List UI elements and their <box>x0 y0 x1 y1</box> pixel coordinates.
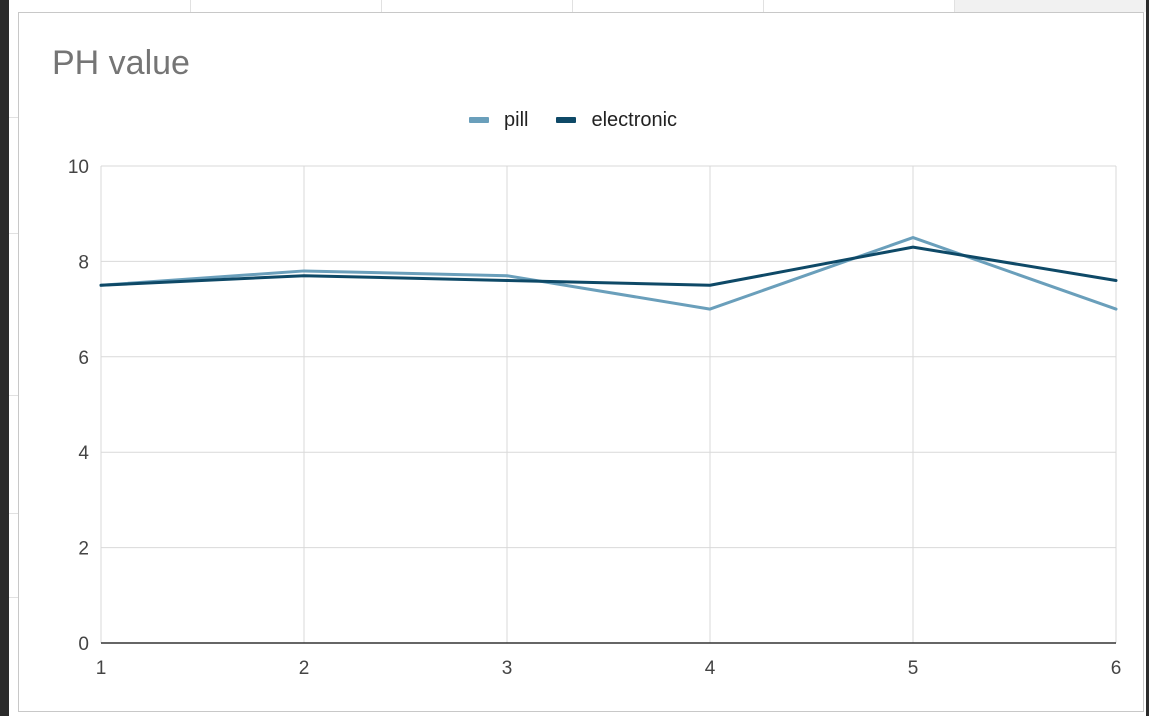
chart-title: PH value <box>52 44 190 82</box>
spreadsheet-row-divider <box>9 597 19 598</box>
x-tick-label: 4 <box>705 658 716 679</box>
spreadsheet-row-divider <box>9 233 19 234</box>
spreadsheet-row-divider <box>9 117 19 118</box>
series-line-electronic[interactable] <box>99 245 1118 287</box>
spreadsheet-selected-cell[interactable] <box>955 0 1146 12</box>
legend-label-electronic: electronic <box>591 108 678 131</box>
legend-swatch-pill <box>469 117 489 123</box>
y-tick-label: 0 <box>78 634 89 655</box>
x-tick-label: 3 <box>502 658 513 679</box>
y-axis-tick-labels: 0 2 4 6 8 10 <box>68 157 90 655</box>
y-tick-label: 4 <box>78 443 89 464</box>
spreadsheet-column-divider <box>572 0 573 12</box>
x-tick-label: 1 <box>96 658 107 679</box>
x-tick-label: 6 <box>1111 658 1122 679</box>
series-line-pill[interactable] <box>99 236 1118 311</box>
spreadsheet-column-divider <box>381 0 382 12</box>
vertical-gridlines <box>100 166 1117 643</box>
y-tick-label: 6 <box>78 348 89 369</box>
legend-item-electronic[interactable]: electronic <box>556 109 677 132</box>
chart-legend: pill electronic <box>469 108 705 132</box>
spreadsheet-row-divider <box>9 513 19 514</box>
data-series <box>99 236 1118 311</box>
y-tick-label: 10 <box>68 157 89 178</box>
x-tick-label: 5 <box>908 658 919 679</box>
legend-swatch-electronic <box>556 117 577 123</box>
legend-label-pill: pill <box>504 108 529 131</box>
spreadsheet-column-divider <box>190 0 191 12</box>
y-tick-label: 8 <box>78 252 89 273</box>
x-axis-tick-labels: 1 2 3 4 5 6 <box>96 658 1122 679</box>
spreadsheet-column-divider <box>954 0 955 12</box>
spreadsheet-column-divider <box>763 0 764 12</box>
legend-item-pill[interactable]: pill <box>469 109 528 132</box>
window-left-border <box>0 0 9 716</box>
x-tick-label: 2 <box>299 658 310 679</box>
chart-container[interactable] <box>18 12 1144 712</box>
horizontal-gridlines <box>101 165 1116 549</box>
y-tick-label: 2 <box>78 539 89 560</box>
window-right-border <box>1146 0 1149 716</box>
spreadsheet-row-divider <box>9 395 19 396</box>
